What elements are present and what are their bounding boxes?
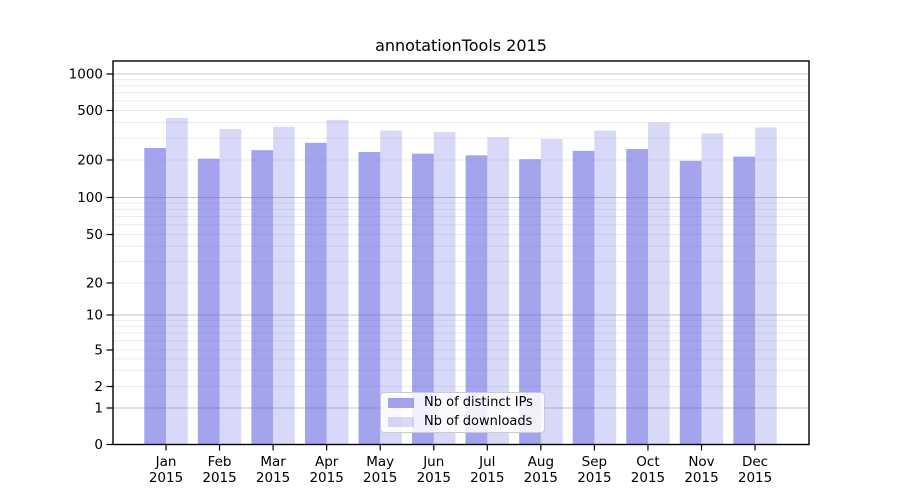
bar-distinct-ips [733, 156, 756, 445]
bar-distinct-ips [197, 158, 220, 445]
bar-downloads [380, 130, 402, 445]
y-tick-label: 10 [86, 308, 103, 324]
bar-distinct-ips [251, 150, 274, 445]
y-tick-label: 200 [77, 153, 103, 169]
x-tick-label-month: Jul [478, 454, 495, 470]
x-tick-label-month: Sep [582, 454, 607, 470]
x-tick-label-year: 2015 [738, 470, 772, 486]
x-tick-label-month: May [366, 454, 394, 470]
y-tick-label: 100 [77, 190, 103, 206]
legend-swatch-distinct-ips [388, 398, 414, 408]
chart-title: annotationTools 2015 [375, 36, 547, 55]
legend-item-downloads: Nb of downloads [388, 414, 544, 430]
legend: Nb of distinct IPs Nb of downloads [380, 392, 545, 433]
bar-distinct-ips [144, 147, 166, 445]
y-tick-label: 1000 [69, 67, 103, 83]
bar-distinct-ips [572, 150, 595, 445]
bar-distinct-ips [519, 159, 541, 445]
x-tick-label-month: Jun [422, 454, 444, 470]
bar-downloads [701, 133, 724, 445]
x-tick-label-month: Mar [260, 454, 286, 470]
legend-item-distinct-ips: Nb of distinct IPs [388, 395, 544, 411]
bar-distinct-ips [304, 142, 327, 445]
x-tick-label-year: 2015 [524, 470, 558, 486]
y-tick-label: 1 [94, 401, 103, 417]
bar-distinct-ips [358, 151, 381, 445]
x-tick-label-year: 2015 [202, 470, 236, 486]
bar-downloads [647, 122, 670, 445]
x-tick-label-year: 2015 [631, 470, 665, 486]
y-tick-label: 0 [94, 437, 103, 453]
bar-downloads [219, 129, 242, 445]
y-tick-label: 500 [77, 103, 103, 119]
bar-distinct-ips [412, 153, 434, 445]
y-tick-label: 50 [86, 227, 103, 243]
x-tick-label-year: 2015 [577, 470, 611, 486]
bar-downloads [166, 118, 188, 445]
bar-distinct-ips [626, 149, 648, 445]
bar-downloads [326, 119, 349, 445]
x-tick-label-month: Aug [528, 454, 554, 470]
x-tick-label-month: Apr [315, 454, 339, 470]
bar-downloads [433, 132, 456, 445]
x-tick-label-month: Feb [208, 454, 232, 470]
x-tick-label-year: 2015 [417, 470, 451, 486]
legend-swatch-downloads [388, 417, 414, 427]
x-tick-label-month: Oct [636, 454, 659, 470]
axes-border [112, 60, 810, 446]
legend-label-downloads: Nb of downloads [424, 414, 533, 429]
bar-downloads [755, 127, 777, 445]
bar-distinct-ips [679, 160, 702, 445]
x-tick-label-year: 2015 [256, 470, 290, 486]
legend-label-distinct-ips: Nb of distinct IPs [424, 395, 533, 410]
x-tick-label-month: Dec [742, 454, 768, 470]
bar-downloads [487, 137, 509, 445]
x-tick-label-year: 2015 [684, 470, 718, 486]
y-tick-label: 5 [94, 343, 103, 359]
x-tick-label-year: 2015 [149, 470, 183, 486]
y-tick-label: 2 [94, 379, 103, 395]
x-tick-label-month: Nov [688, 454, 714, 470]
bar-distinct-ips [465, 155, 488, 445]
x-tick-label-year: 2015 [470, 470, 504, 486]
bar-downloads [540, 139, 563, 445]
bar-downloads [273, 126, 295, 445]
y-tick-label: 20 [86, 276, 103, 292]
x-tick-label-year: 2015 [309, 470, 343, 486]
x-tick-label-year: 2015 [363, 470, 397, 486]
bar-downloads [594, 130, 617, 445]
x-tick-label-month: Jan [155, 454, 177, 470]
